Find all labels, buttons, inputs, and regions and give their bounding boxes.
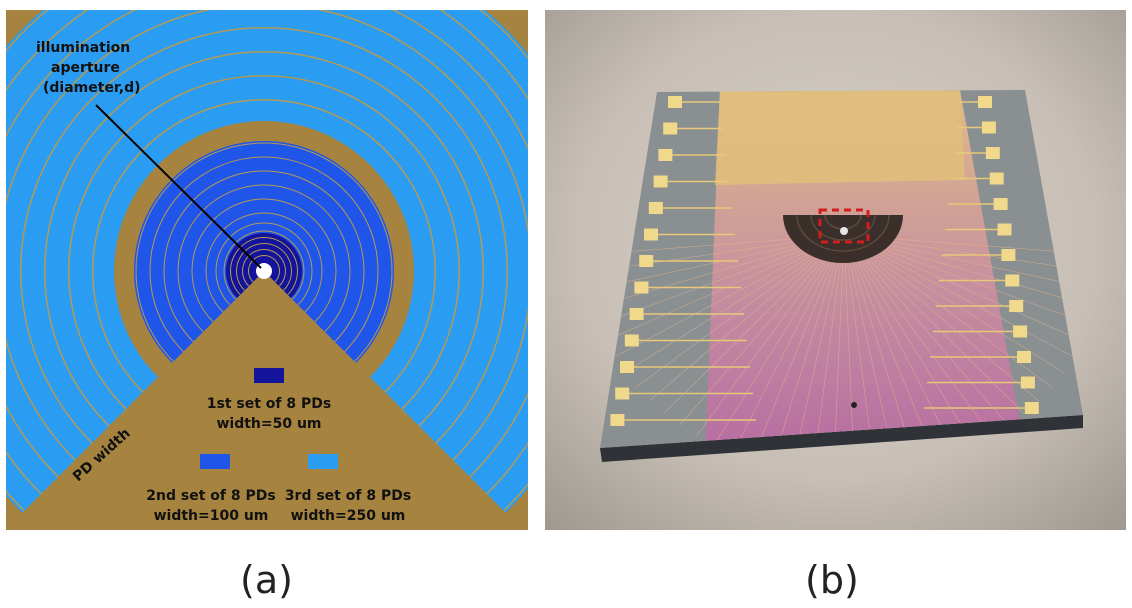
detector-array — [783, 215, 903, 263]
bond-pad-right-8 — [1005, 274, 1020, 287]
legend-set2-line1: 2nd set of 8 PDs — [146, 488, 275, 504]
legend-swatch-set3 — [308, 454, 338, 469]
bond-pad-right-2 — [981, 121, 996, 134]
highlight-box — [818, 208, 870, 244]
bond-pad-left-12 — [615, 387, 630, 400]
legend-set1-line1: 1st set of 8 PDs — [207, 396, 331, 412]
bond-pad-left-13 — [610, 414, 625, 426]
bond-pad-right-4 — [989, 172, 1004, 185]
bond-pad-right-7 — [1001, 249, 1016, 261]
bond-pad-right-12 — [1020, 376, 1035, 389]
upper-gold-region — [715, 90, 965, 185]
bond-pad-left-9 — [629, 308, 644, 320]
bond-pad-left-3 — [658, 149, 673, 161]
bond-pad-left-4 — [653, 175, 668, 188]
bond-pad-right-10 — [1013, 325, 1028, 338]
bond-pad-right-9 — [1009, 300, 1024, 312]
legend-set3-line2: width=250 um — [291, 508, 406, 524]
bond-pad-left-7 — [639, 255, 654, 267]
chip-photo-svg — [545, 10, 1126, 530]
pd-layout-schematic: illumination aperture (diameter,d) PD wi… — [0, 0, 606, 530]
legend-set3-line1: 3rd set of 8 PDs — [285, 488, 411, 504]
bond-pad-right-5 — [993, 198, 1008, 210]
bond-pads — [610, 96, 1039, 426]
chip-aperture — [840, 227, 848, 235]
bond-pad-right-11 — [1017, 351, 1031, 363]
bond-pad-right-3 — [985, 147, 1000, 159]
caption-b: (b) — [805, 558, 859, 602]
bond-pad-left-5 — [648, 202, 663, 214]
bond-pad-right-1 — [978, 96, 992, 108]
bond-pad-left-10 — [624, 334, 639, 347]
bond-pad-left-1 — [668, 96, 682, 108]
aperture-pointer-line — [95, 104, 262, 269]
bond-pad-right-6 — [997, 223, 1012, 236]
bond-pad-left-2 — [663, 122, 678, 135]
pd-layout-svg: illumination aperture (diameter,d) PD wi… — [0, 0, 606, 530]
legend-set1-line2: width=50 um — [216, 416, 321, 432]
chip-edge — [600, 415, 1083, 462]
legend-swatch-set2 — [200, 454, 230, 469]
aperture-label: illumination aperture (diameter,d) — [36, 40, 141, 96]
legend-set2-line2: width=100 um — [154, 508, 269, 524]
pd-rings — [0, 0, 606, 513]
chip-photograph — [545, 10, 1126, 530]
bond-pad-left-8 — [634, 281, 649, 294]
caption-a: (a) — [240, 558, 293, 602]
bond-pad-left-6 — [644, 228, 658, 241]
bond-pad-right-13 — [1024, 402, 1039, 414]
legend-swatch-set1 — [254, 368, 284, 383]
bond-pad-left-11 — [620, 361, 634, 373]
